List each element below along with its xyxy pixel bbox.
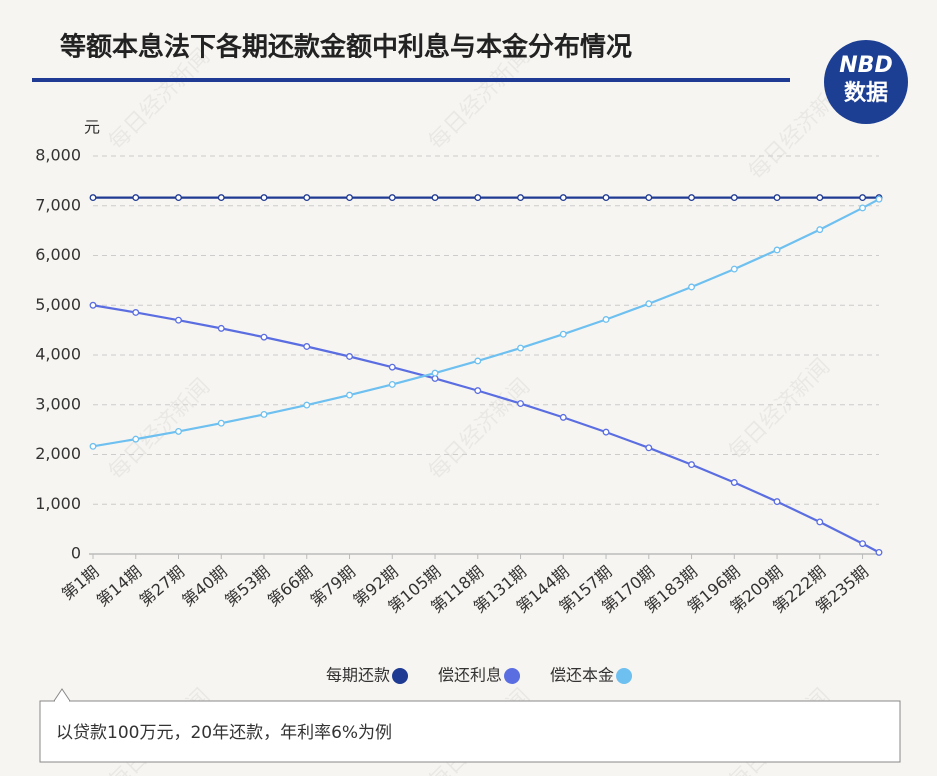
logo-top: NBD	[839, 53, 892, 78]
point	[773, 194, 781, 202]
point	[388, 363, 396, 371]
series-line	[92, 304, 880, 554]
legend-swatch	[392, 668, 409, 684]
series-line	[92, 198, 880, 448]
point	[859, 194, 867, 202]
point	[346, 194, 353, 202]
point	[260, 333, 268, 341]
y-tick-label: 8,000	[35, 146, 81, 165]
y-tick-label: 3,000	[35, 394, 81, 413]
point	[132, 309, 140, 316]
point	[132, 194, 140, 202]
point	[816, 226, 824, 234]
point	[303, 401, 311, 409]
y-tick-label: 5,000	[35, 295, 81, 314]
point	[559, 330, 567, 338]
point	[431, 369, 439, 377]
point	[217, 194, 225, 202]
legend-label: 偿还本金	[550, 666, 614, 685]
point	[517, 400, 524, 408]
point	[730, 479, 738, 486]
point	[773, 498, 781, 506]
point	[773, 246, 781, 254]
point	[388, 381, 396, 388]
point	[175, 427, 182, 435]
point	[517, 194, 524, 202]
chart-title: 等额本息法下各期还款金额中利息与本金分布情况	[60, 32, 632, 63]
y-axis-label: 元	[84, 118, 100, 137]
point	[816, 194, 824, 202]
point	[875, 195, 883, 203]
note-pointer	[53, 688, 71, 702]
point	[474, 387, 482, 395]
point	[875, 548, 883, 556]
point	[89, 301, 97, 309]
point	[859, 540, 867, 548]
point	[474, 194, 482, 202]
legend-label: 偿还利息	[438, 666, 502, 685]
point	[303, 343, 311, 350]
y-tick-label: 0	[71, 544, 81, 563]
point	[688, 461, 695, 469]
point	[602, 316, 610, 323]
point	[602, 428, 610, 436]
point	[730, 265, 738, 273]
point	[431, 194, 439, 202]
legend-label: 每期还款	[326, 666, 390, 685]
y-tick-label: 6,000	[35, 245, 81, 264]
title-underline	[32, 78, 790, 82]
point	[132, 435, 140, 443]
point	[388, 194, 396, 202]
point	[559, 194, 567, 202]
note: 以贷款100万元，20年还款，年利率6%为例	[56, 723, 392, 743]
point	[260, 411, 268, 418]
point	[89, 194, 97, 202]
point	[688, 283, 695, 291]
point	[89, 442, 97, 450]
y-tick-label: 2,000	[35, 444, 81, 463]
point	[474, 357, 482, 365]
point	[730, 194, 738, 202]
point	[517, 344, 524, 352]
point	[346, 391, 353, 399]
point	[816, 518, 824, 526]
point	[645, 444, 653, 452]
y-tick-label: 4,000	[35, 345, 81, 364]
point	[303, 194, 311, 202]
point	[217, 419, 225, 427]
point	[859, 204, 867, 212]
point	[260, 194, 268, 202]
logo-bottom: 数据	[844, 80, 888, 106]
legend-swatch	[616, 668, 633, 684]
point	[217, 324, 225, 332]
point	[559, 413, 567, 421]
note-box	[39, 700, 901, 763]
y-tick-label: 1,000	[35, 494, 81, 513]
point	[175, 194, 182, 202]
point	[645, 300, 653, 308]
point	[688, 194, 695, 202]
point	[346, 353, 353, 360]
legend-swatch	[504, 668, 521, 684]
logo	[824, 40, 908, 124]
y-tick-label: 7,000	[35, 195, 81, 214]
point	[175, 316, 182, 324]
point	[645, 194, 653, 202]
point	[602, 194, 610, 202]
